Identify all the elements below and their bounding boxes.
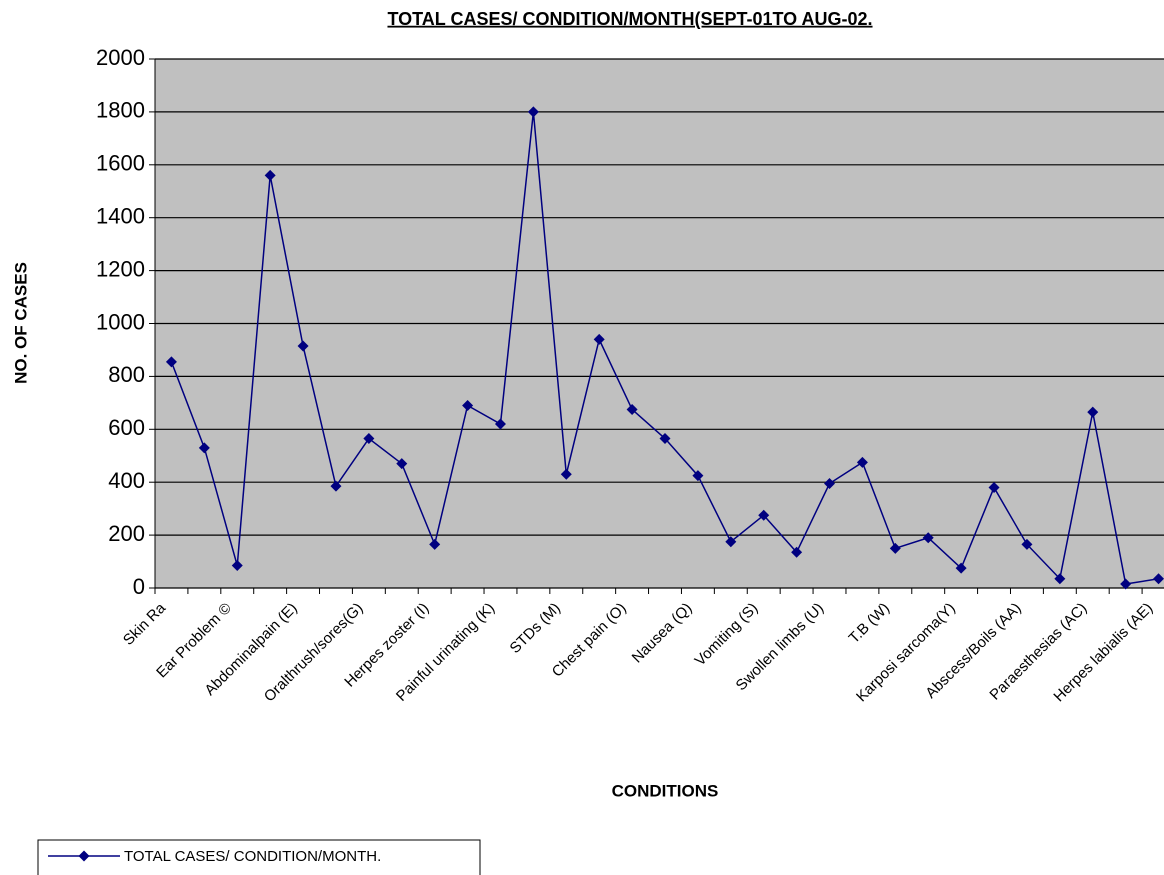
y-tick-label: 1600 [96,151,145,176]
x-tick-label: Skin Ra [120,599,170,649]
data-point [889,542,901,554]
data-point [363,433,375,445]
data-point [396,458,408,470]
y-tick-label: 0 [133,574,145,599]
data-point [791,546,803,558]
y-axis-label: NO. OF CASES [11,262,30,384]
data-point [1087,406,1099,418]
y-tick-label: 1400 [96,204,145,229]
data-point [1120,578,1132,590]
y-tick-label: 200 [108,521,145,546]
legend-marker [78,850,90,862]
data-point [527,106,539,118]
y-tick-label: 800 [108,362,145,387]
chart-title: TOTAL CASES/ CONDITION/MONTH(SEPT-01TO A… [387,9,872,29]
data-point [955,562,967,574]
data-point [1054,573,1066,585]
y-tick-label: 2000 [96,45,145,70]
y-tick-label: 400 [108,468,145,493]
data-point [264,169,276,181]
data-point [988,481,1000,493]
data-point [725,536,737,548]
data-point [231,560,243,572]
data-point [165,356,177,368]
y-tick-label: 1800 [96,98,145,123]
x-tick-label: Vomiting (S) [692,600,762,670]
data-point [462,399,474,411]
data-point [1021,538,1033,550]
data-point [758,509,770,521]
data-point [1153,573,1164,585]
data-point [560,468,572,480]
data-point [922,532,934,544]
data-point [494,418,506,430]
y-tick-label: 1000 [96,309,145,334]
data-point [856,456,868,468]
data-point [330,480,342,492]
data-point [297,340,309,352]
x-axis-label: CONDITIONS [612,781,719,800]
legend-box [37,839,481,875]
y-tick-label: 600 [108,415,145,440]
data-point [692,470,704,482]
data-point [626,403,638,415]
data-point [429,538,441,550]
data-point [824,478,836,490]
data-point [198,442,210,454]
x-tick-label: Nausea (Q) [629,600,696,667]
legend-label: TOTAL CASES/ CONDITION/MONTH. [124,848,381,865]
y-tick-label: 1200 [96,256,145,281]
x-tick-label: T.B (W) [846,600,893,647]
x-tick-label: STDs (M) [507,600,564,657]
data-point [593,333,605,345]
data-point [659,433,671,445]
